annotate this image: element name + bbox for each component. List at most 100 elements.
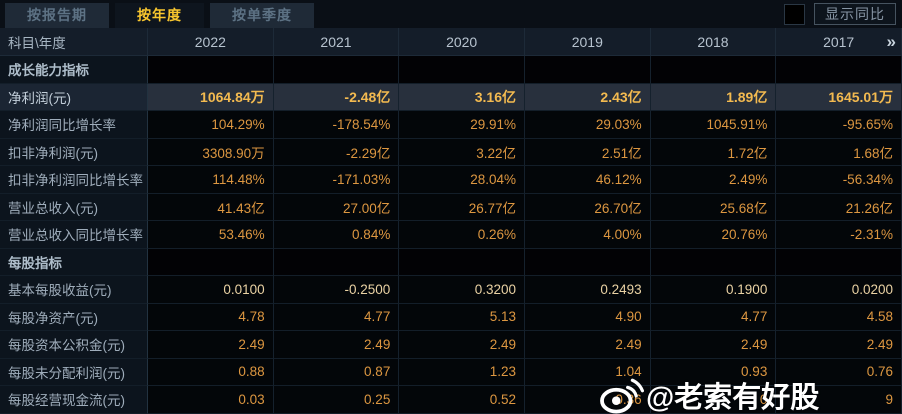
cell-value: 0.0100 xyxy=(148,276,274,304)
year-header: 2017 » xyxy=(776,28,902,56)
cell-value xyxy=(650,56,777,84)
cell-value: 0.03 xyxy=(148,386,274,414)
cell-value: 4.58 xyxy=(776,303,902,331)
cell-value: -2.29亿 xyxy=(273,138,400,166)
cell-value: 4.78 xyxy=(148,303,274,331)
table-row[interactable]: 净利润(元) 1064.84万 -2.48亿 3.16亿 2.43亿 1.89亿 1645.… xyxy=(0,83,902,111)
cell-value: 2.49 xyxy=(273,331,400,359)
year-header: 2021 xyxy=(273,28,400,56)
row-label: 净利润同比增长率 xyxy=(0,111,148,139)
row-label: 扣非净利润同比增长率 xyxy=(0,166,148,194)
cell-value xyxy=(273,248,400,276)
cell-value: 2.51亿 xyxy=(524,138,651,166)
year-header: 2019 xyxy=(524,28,651,56)
show-yoy-checkbox[interactable] xyxy=(784,3,805,25)
more-years-chevron-icon[interactable]: » xyxy=(886,31,896,51)
cell-value xyxy=(524,56,651,84)
cell-value xyxy=(399,56,525,84)
row-label: 基本每股收益(元) xyxy=(0,276,148,304)
period-tabbar: 按报告期 按年度 按单季度 显示同比 xyxy=(0,0,902,28)
year-header-label: 2017 xyxy=(823,33,855,50)
cell-value: 1.68亿 xyxy=(776,138,902,166)
cell-value: 3.16亿 xyxy=(399,83,525,111)
cell-value: 26.70亿 xyxy=(524,193,651,221)
cell-value: 2.49 xyxy=(650,331,777,359)
cell-value: 28.04% xyxy=(399,166,525,194)
table-row[interactable]: 营业总收入同比增长率 53.46% 0.84% 0.26% 4.00% 20.76% -2.… xyxy=(0,221,902,249)
row-label: 扣非净利润(元) xyxy=(0,138,148,166)
cell-value: 0.26% xyxy=(399,221,525,249)
cell-value: -178.54% xyxy=(273,111,400,139)
table-row[interactable]: 每股经营现金流(元) 0.03 0.25 0.52 0.36 0 9 xyxy=(0,386,902,414)
cell-value: 0.3200 xyxy=(399,276,525,304)
row-label: 成长能力指标 xyxy=(0,56,148,84)
cell-value: 0.76 xyxy=(776,358,902,386)
cell-value: 21.26亿 xyxy=(776,193,902,221)
corner-header: 科目\年度 xyxy=(0,28,148,56)
row-label: 每股未分配利润(元) xyxy=(0,358,148,386)
table-row[interactable]: 营业总收入(元) 41.43亿 27.00亿 26.77亿 26.70亿 25.68亿 21… xyxy=(0,193,902,221)
cell-value: 0.84% xyxy=(273,221,400,249)
cell-value: 0.88 xyxy=(148,358,274,386)
cell-value: 26.77亿 xyxy=(399,193,525,221)
tab-by-year[interactable]: 按年度 xyxy=(115,3,204,28)
row-label: 营业总收入同比增长率 xyxy=(0,221,148,249)
cell-value: 1.72亿 xyxy=(650,138,777,166)
cell-value xyxy=(650,248,777,276)
cell-value: 25.68亿 xyxy=(650,193,777,221)
cell-value xyxy=(148,56,274,84)
table-row[interactable]: 扣非净利润同比增长率 114.48% -171.03% 28.04% 46.12% 2.4… xyxy=(0,166,902,194)
section-row: 成长能力指标 xyxy=(0,56,902,84)
cell-value: 20.76% xyxy=(650,221,777,249)
cell-value xyxy=(776,248,902,276)
cell-value: 0.1900 xyxy=(650,276,777,304)
cell-value: 1.04 xyxy=(524,358,651,386)
cell-value: 2.49 xyxy=(524,331,651,359)
cell-value: -171.03% xyxy=(273,166,400,194)
table-row[interactable]: 净利润同比增长率 104.29% -178.54% 29.91% 29.03% 1045.… xyxy=(0,111,902,139)
cell-value: 4.90 xyxy=(524,303,651,331)
row-label: 每股净资产(元) xyxy=(0,303,148,331)
cell-value: -2.31% xyxy=(776,221,902,249)
table-row[interactable]: 基本每股收益(元) 0.0100 -0.2500 0.3200 0.2493 0.1900… xyxy=(0,276,902,304)
row-label: 营业总收入(元) xyxy=(0,193,148,221)
cell-value: 0.87 xyxy=(273,358,400,386)
section-row: 每股指标 xyxy=(0,248,902,276)
show-yoy-label[interactable]: 显示同比 xyxy=(814,3,896,25)
table-row[interactable]: 每股资本公积金(元) 2.49 2.49 2.49 2.49 2.49 2.49 xyxy=(0,331,902,359)
cell-value: 0 xyxy=(650,386,777,414)
table-row[interactable]: 扣非净利润(元) 3308.90万 -2.29亿 3.22亿 2.51亿 1.72亿 1.6… xyxy=(0,138,902,166)
table-header-row: 科目\年度 2022 2021 2020 2019 2018 2017 » xyxy=(0,28,902,56)
cell-value: 1645.01万 xyxy=(776,83,902,111)
row-label: 净利润(元) xyxy=(0,83,148,111)
year-header: 2018 xyxy=(650,28,777,56)
row-label: 每股经营现金流(元) xyxy=(0,386,148,414)
cell-value: 4.77 xyxy=(273,303,400,331)
cell-value: 3308.90万 xyxy=(148,138,274,166)
cell-value: 2.49% xyxy=(650,166,777,194)
cell-value xyxy=(273,56,400,84)
cell-value: 0.52 xyxy=(399,386,525,414)
cell-value: 9 xyxy=(776,386,902,414)
cell-value: 2.49 xyxy=(399,331,525,359)
cell-value: 2.43亿 xyxy=(524,83,651,111)
cell-value: 29.91% xyxy=(399,111,525,139)
cell-value: 0.25 xyxy=(273,386,400,414)
table-row[interactable]: 每股净资产(元) 4.78 4.77 5.13 4.90 4.77 4.58 xyxy=(0,303,902,331)
table-row[interactable]: 每股未分配利润(元) 0.88 0.87 1.23 1.04 0.93 0.76 xyxy=(0,358,902,386)
cell-value xyxy=(776,56,902,84)
year-header: 2022 xyxy=(148,28,274,56)
cell-value: 29.03% xyxy=(524,111,651,139)
tab-by-report-period[interactable]: 按报告期 xyxy=(5,3,109,28)
cell-value: 5.13 xyxy=(399,303,525,331)
cell-value: 3.22亿 xyxy=(399,138,525,166)
cell-value: 114.48% xyxy=(148,166,274,194)
cell-value: -0.2500 xyxy=(273,276,400,304)
cell-value: 0.36 xyxy=(524,386,651,414)
tab-by-single-quarter[interactable]: 按单季度 xyxy=(210,3,314,28)
cell-value: 4.00% xyxy=(524,221,651,249)
row-label: 每股资本公积金(元) xyxy=(0,331,148,359)
cell-value: 53.46% xyxy=(148,221,274,249)
row-label: 每股指标 xyxy=(0,248,148,276)
